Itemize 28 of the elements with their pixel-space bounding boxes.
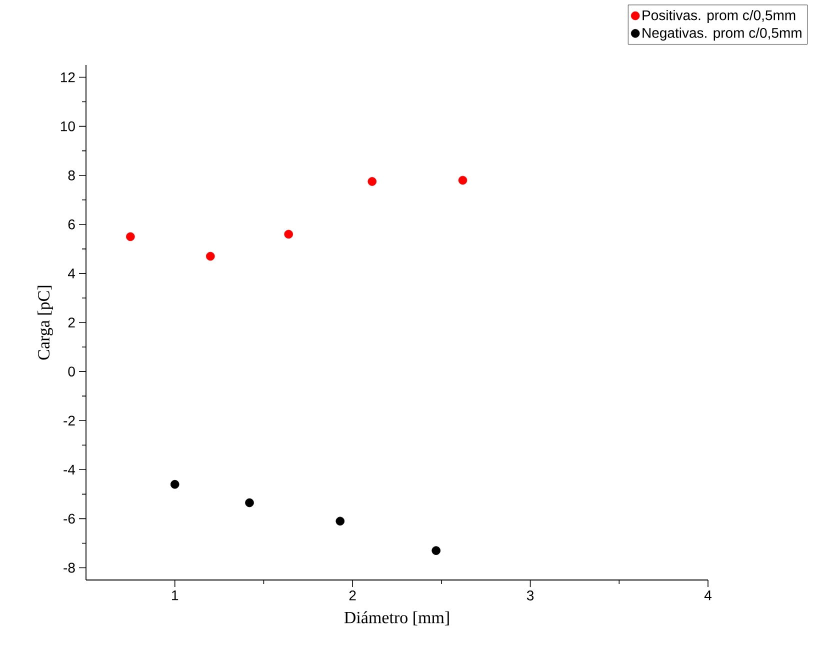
x-axis-title: Diámetro [mm]: [344, 611, 449, 626]
x-tick-label: 2: [349, 590, 356, 600]
y-tick-label: 4: [68, 268, 76, 278]
point: [206, 252, 215, 261]
y-axis-title: Carga [pC]: [38, 286, 54, 360]
point: [458, 176, 468, 185]
x-tick-label: 4: [704, 590, 712, 600]
point: [170, 480, 180, 489]
y-tick-label: 10: [60, 121, 75, 132]
point: [284, 230, 293, 239]
y-tick-label: 12: [60, 72, 75, 82]
y-tick-label: 0: [68, 366, 75, 377]
legend-label: Negativas. prom c/0,5mm: [642, 28, 802, 41]
y-tick-label: -4: [64, 464, 76, 474]
y-tick-label: -6: [64, 514, 75, 524]
x-tick-label: 1: [172, 590, 178, 600]
point: [245, 498, 254, 508]
point: [126, 232, 135, 242]
point: [432, 546, 440, 555]
legend-label: Positivas. prom c/0,5mm: [642, 10, 796, 23]
point: [368, 177, 377, 186]
point: [336, 516, 345, 526]
y-tick-label: 8: [68, 170, 75, 180]
y-tick-label: -8: [64, 562, 75, 573]
x-tick-label: 3: [526, 590, 534, 600]
y-tick-label: 6: [68, 219, 75, 230]
y-tick-label: -2: [64, 416, 75, 426]
y-tick-label: 2: [68, 318, 75, 328]
